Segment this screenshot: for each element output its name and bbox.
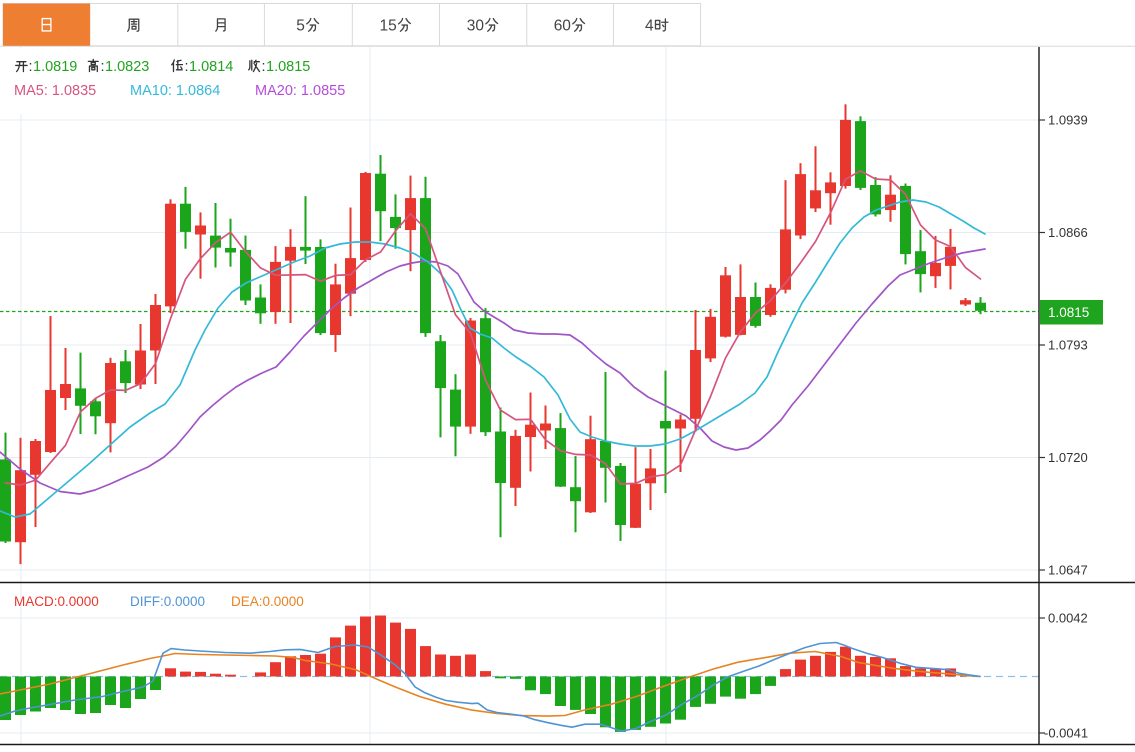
svg-text:15: 15 bbox=[380, 18, 397, 35]
svg-text:0.0042: 0.0042 bbox=[1048, 611, 1088, 626]
svg-text:DEA:0.0000: DEA:0.0000 bbox=[231, 594, 304, 609]
svg-text:4: 4 bbox=[645, 18, 654, 35]
svg-text:DIFF:0.0000: DIFF:0.0000 bbox=[130, 594, 205, 609]
svg-text:-0.0041: -0.0041 bbox=[1044, 726, 1088, 741]
svg-text:1.0815: 1.0815 bbox=[266, 59, 310, 75]
svg-text:1.0939: 1.0939 bbox=[1048, 113, 1088, 128]
svg-text:1.0720: 1.0720 bbox=[1048, 450, 1088, 465]
svg-text:MA5: 1.0835: MA5: 1.0835 bbox=[14, 83, 96, 99]
svg-text:MACD:0.0000: MACD:0.0000 bbox=[14, 594, 99, 609]
svg-text:1.0866: 1.0866 bbox=[1048, 225, 1088, 240]
svg-text:MA20: 1.0855: MA20: 1.0855 bbox=[255, 83, 345, 99]
svg-text:1.0819: 1.0819 bbox=[33, 59, 77, 75]
svg-text:1.0814: 1.0814 bbox=[189, 59, 233, 75]
svg-text:5: 5 bbox=[296, 18, 305, 35]
svg-text::: : bbox=[101, 59, 105, 75]
svg-text:1.0823: 1.0823 bbox=[105, 59, 149, 75]
svg-text:1.0815: 1.0815 bbox=[1048, 305, 1089, 320]
svg-text:MA10: 1.0864: MA10: 1.0864 bbox=[130, 83, 220, 99]
svg-text:1.0793: 1.0793 bbox=[1048, 338, 1088, 353]
svg-text::: : bbox=[262, 59, 266, 75]
svg-text:60: 60 bbox=[554, 18, 572, 35]
svg-text::: : bbox=[29, 59, 33, 75]
svg-text:1.0647: 1.0647 bbox=[1048, 563, 1088, 578]
svg-text::: : bbox=[185, 59, 189, 75]
svg-text:30: 30 bbox=[467, 18, 485, 35]
